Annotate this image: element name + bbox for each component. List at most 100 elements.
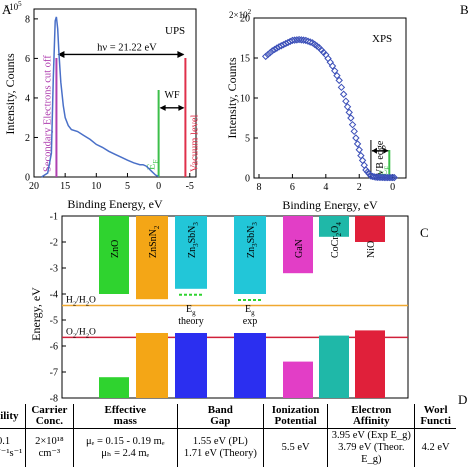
xps-data-point — [339, 90, 348, 98]
bandgap-label: Eg — [245, 304, 255, 317]
vb-arrow-head-left — [371, 147, 377, 154]
xps-data-point — [337, 83, 346, 92]
xps-data-point — [353, 140, 362, 148]
xps-data-point — [304, 37, 312, 45]
ups-x-tick-label: 20 — [29, 181, 39, 192]
ups-y-tick-label: 8 — [25, 14, 30, 25]
hv-arrow-head-right — [177, 50, 185, 58]
table-header-cell: Effective mass — [72, 404, 178, 429]
xps-data-point — [326, 58, 334, 66]
ups-y-tick-label: 4 — [25, 93, 30, 104]
xps-x-tick-label: 0 — [390, 182, 395, 193]
hv-arrow-head-left — [57, 50, 65, 58]
table-header-row: obilityCarrierConc.EffectivemassBandGapI… — [0, 404, 456, 429]
xps-data-point — [355, 146, 363, 154]
wf-arrow-head-right — [178, 104, 185, 111]
table-header-cell: Carrier Conc. — [25, 404, 74, 429]
wf-label: WF — [165, 90, 180, 101]
valence-band-bar — [99, 377, 129, 398]
material-label: NiO — [366, 241, 377, 258]
table-cell: μₑ = 0.15 - 0.19 mₑ μₕ = 2.4 mₑ — [72, 428, 178, 467]
ups-x-label: Binding Energy, eV — [67, 197, 163, 211]
conduction-band-bar — [175, 216, 207, 289]
xps-data-point — [299, 36, 308, 44]
band-y-tick-label: -2 — [50, 238, 58, 249]
conduction-band-bar — [319, 216, 349, 237]
redox-reference-label: O2/H2O — [66, 327, 96, 339]
material-label: ZnO — [110, 240, 121, 258]
table-header-cell: Worl Functi — [414, 404, 456, 429]
xps-data-point — [343, 103, 352, 111]
properties-table: obilityCarrierConc.EffectivemassBandGapI… — [0, 404, 456, 467]
xps-data-point — [297, 36, 306, 44]
ups-x-tick-label: 10 — [91, 181, 101, 192]
table-cell: 0.1n²V⁻¹s⁻¹ — [0, 436, 23, 459]
table-header-cell: Ionization Potential — [262, 404, 328, 429]
bandgap-label: Eg — [186, 304, 196, 317]
conduction-band-bar — [234, 216, 266, 294]
xps-data-point — [342, 97, 350, 105]
xps-title: XPS — [372, 33, 392, 45]
valence-band-bar — [283, 361, 313, 398]
ups-title: UPS — [165, 25, 185, 37]
panel-label-c: C — [420, 225, 429, 240]
xps-data-point — [268, 47, 277, 55]
ups-spectrum-line — [41, 16, 159, 178]
ups-plot-frame — [33, 8, 197, 178]
xps-fermi-label: EF — [378, 166, 391, 176]
ups-x-tick-label: 5 — [125, 181, 130, 192]
panel-label-b: B — [460, 2, 469, 17]
table-cell: 4.2 eV — [414, 428, 456, 467]
xps-data-points — [261, 35, 399, 182]
conduction-band-bar — [136, 216, 168, 300]
xps-data-point — [306, 38, 314, 46]
valence-band-bar — [234, 333, 266, 398]
xps-data-point — [347, 114, 355, 122]
ups-y-tick-label: 0 — [25, 173, 30, 184]
cutoff-label: Secondary Electrons cut off — [42, 55, 53, 172]
xps-y-tick-label: 0 — [245, 174, 250, 185]
ups-markers: hν = 21.22 eV WF Secondary Electrons cut o… — [42, 42, 200, 177]
panel-label-a: A — [2, 2, 12, 17]
xps-data-point — [350, 127, 358, 136]
ups-axis-ticks: 20 15 10 5 0 -5 0 2 4 6 8 — [25, 14, 194, 192]
valence-band-bar — [355, 330, 385, 398]
material-label: CoCr2O4 — [330, 222, 343, 258]
valence-band-bar — [175, 333, 207, 398]
band-y-tick-label: -7 — [50, 368, 58, 379]
vacuum-label: Vacuum level — [189, 114, 200, 172]
material-label: ZnSnN2 — [148, 225, 161, 258]
band-y-tick-label: -1 — [50, 212, 58, 223]
ups-panel: A ×105 UPS 20 15 10 5 0 -5 0 2 4 6 8 hν = 21.22 eV… — [2, 0, 200, 211]
xps-x-tick-label: 2 — [357, 182, 362, 193]
fermi-label: EF — [147, 159, 160, 170]
panel-label-d: D — [458, 392, 468, 407]
xps-y-tick-label: 5 — [245, 134, 250, 145]
vb-edge-label: VB edge — [375, 140, 386, 176]
band-alignment-panel: C -1 -2 -3 -4 -5 -6 -7 -8 H2/H2O O2/H2O ZnO ZnSnN… — [29, 212, 429, 405]
redox-reference-label: H2/H2O — [66, 295, 96, 307]
table-cell: 5.5 eV — [262, 428, 328, 467]
xps-x-tick-label: 4 — [323, 182, 328, 193]
xps-y-tick-label: 20 — [240, 14, 250, 25]
material-label: Zn3SbN3 — [246, 222, 259, 258]
xps-data-point — [295, 35, 303, 44]
valence-band-bar — [319, 335, 349, 398]
bandgap-label-sub: exp — [243, 316, 257, 327]
xps-y-tick-label: 15 — [240, 54, 250, 65]
xps-y-tick-label: 10 — [240, 94, 250, 105]
table-header-cell: Band Gap — [176, 404, 264, 429]
xps-data-point — [302, 36, 310, 45]
band-bars — [99, 216, 385, 398]
conduction-band-bar — [355, 216, 385, 242]
xps-data-point — [352, 134, 360, 142]
properties-table-wrap: obilityCarrierConc.EffectivemassBandGapI… — [0, 398, 474, 474]
xps-data-point — [324, 54, 332, 63]
band-y-label: Energy, eV — [29, 287, 43, 341]
bandgap-label-sub: theory — [178, 316, 204, 327]
